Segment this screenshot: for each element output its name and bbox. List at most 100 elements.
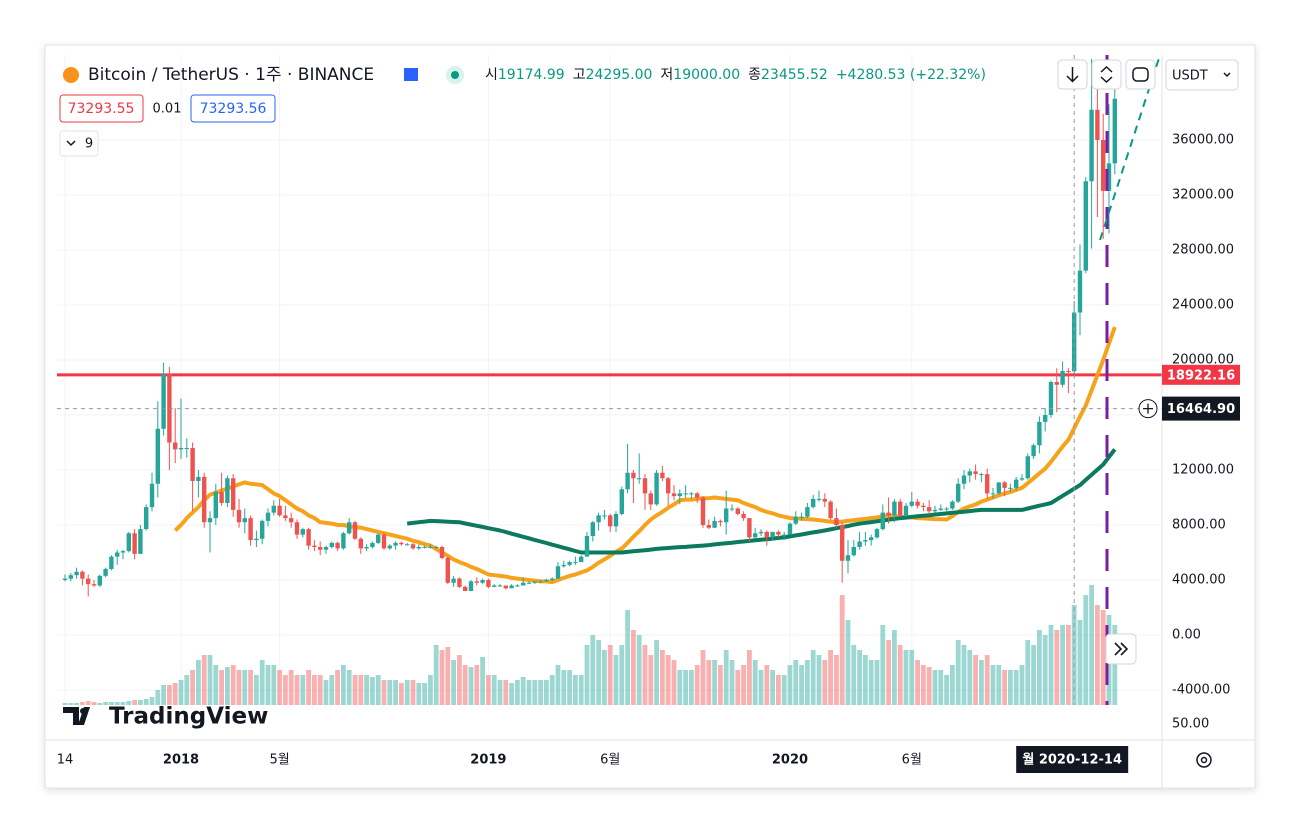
candle-body xyxy=(561,564,566,567)
volume-bar xyxy=(659,650,665,705)
volume-bar xyxy=(845,620,851,705)
flag-icon[interactable] xyxy=(404,68,418,81)
candle-body xyxy=(1095,109,1100,141)
volume-bar xyxy=(254,675,259,705)
candle-body xyxy=(805,507,810,517)
candle-body xyxy=(979,474,984,476)
price-label: 18922.16 xyxy=(1167,368,1235,383)
volume-bar xyxy=(723,650,729,705)
candle-body xyxy=(880,512,885,530)
candle-body xyxy=(404,544,410,546)
candle-body xyxy=(190,448,195,482)
candle-body xyxy=(260,520,265,539)
currency-select[interactable] xyxy=(1165,59,1239,91)
candle-body xyxy=(915,501,920,506)
volume-bar xyxy=(625,610,630,705)
candle-body xyxy=(486,579,491,587)
volume-bar xyxy=(619,645,625,705)
dropdown-chevron xyxy=(1223,72,1231,78)
settings-icon[interactable] xyxy=(1196,752,1212,768)
ohlc-value: 19000.00 xyxy=(673,67,740,83)
candle-body xyxy=(132,533,137,554)
candle-body xyxy=(1025,456,1030,479)
volume-bar xyxy=(984,655,990,705)
candle-body xyxy=(138,529,143,554)
volume-bar xyxy=(996,665,1002,705)
volume-bar xyxy=(630,630,636,705)
candle-body xyxy=(1008,487,1013,489)
candle-body xyxy=(793,516,798,524)
volume-bar xyxy=(578,675,584,705)
candle-body xyxy=(329,542,334,547)
volume-bar xyxy=(445,647,451,705)
candle-body xyxy=(694,493,700,498)
candle-body xyxy=(393,542,398,546)
indicators-toggle[interactable] xyxy=(59,130,99,157)
realtime-icon xyxy=(1114,642,1129,656)
logo-dot xyxy=(80,708,86,714)
volume-bar xyxy=(538,680,543,705)
volume-bar xyxy=(80,702,85,705)
candle-body xyxy=(91,584,97,586)
change: +4280.53 (+22.32%) xyxy=(836,67,986,83)
candle-body xyxy=(607,515,613,527)
volume-bar xyxy=(410,680,416,705)
volume-bar xyxy=(294,675,300,705)
candle-body xyxy=(109,556,114,569)
candle-body xyxy=(845,555,851,561)
volume-bar xyxy=(555,665,561,705)
volume-bar xyxy=(422,683,427,705)
candle-body xyxy=(103,568,108,576)
volume-bar xyxy=(346,670,352,705)
y-tick-label: 8000.00 xyxy=(1172,517,1226,532)
volume-bar xyxy=(938,670,944,705)
candle-body xyxy=(225,478,230,503)
candle-body xyxy=(921,505,926,508)
candle-body xyxy=(1071,312,1077,372)
volume-bar xyxy=(572,675,578,705)
candle-body xyxy=(654,472,659,505)
candle-body xyxy=(155,428,161,484)
volume-bar xyxy=(851,645,857,705)
candle-body xyxy=(468,581,474,591)
candle-body xyxy=(173,442,178,450)
volume-bar xyxy=(300,675,306,705)
volume-bar xyxy=(149,697,155,705)
buy-box[interactable] xyxy=(190,94,276,123)
volume-bar xyxy=(85,701,91,705)
volume-bar xyxy=(1094,605,1100,705)
volume-bar xyxy=(978,660,984,705)
volume-bar xyxy=(312,675,317,705)
sell-box[interactable] xyxy=(59,94,144,123)
candle-body xyxy=(248,518,253,541)
volume-bar xyxy=(451,660,456,705)
candle-body xyxy=(202,476,207,523)
volume-bar xyxy=(787,665,793,705)
candle-body xyxy=(851,546,856,556)
candle-body xyxy=(289,518,294,523)
reset-button[interactable] xyxy=(1125,59,1156,90)
volume-bar xyxy=(764,665,770,705)
candle-body xyxy=(335,542,340,549)
candle-body xyxy=(689,493,694,495)
candle-body xyxy=(712,520,717,528)
volume-bar xyxy=(636,635,642,705)
collapse-button[interactable] xyxy=(1091,59,1122,90)
candle-body xyxy=(555,566,561,579)
candle-body xyxy=(375,534,381,543)
volume-bar xyxy=(514,680,520,705)
ohlc-value: 19174.99 xyxy=(498,67,565,83)
volume-bar xyxy=(219,670,225,705)
volume-bar xyxy=(259,660,265,705)
volume-bar xyxy=(1013,670,1019,705)
volume-bar xyxy=(549,675,555,705)
volume-bar xyxy=(729,660,735,705)
candle-body xyxy=(758,531,764,534)
candle-body xyxy=(1106,163,1112,191)
volume-bar xyxy=(909,650,915,705)
volume-bar xyxy=(265,665,271,705)
ohlc-value: 23455.52 xyxy=(761,67,828,83)
ohlc: 시19174.99 고24295.00 저19000.00 종23455.52 +428… xyxy=(485,67,986,83)
x-tick-label: 2019 xyxy=(470,753,506,768)
